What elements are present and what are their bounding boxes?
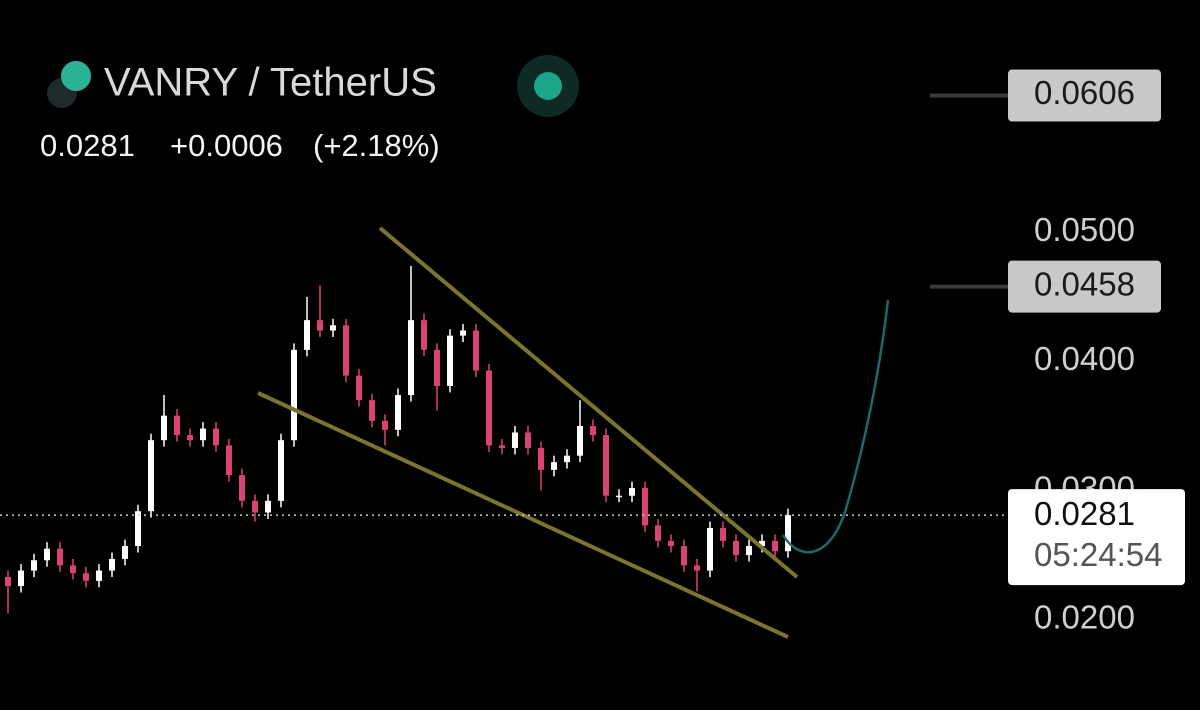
candle-body: [512, 432, 518, 448]
candle-body: [590, 426, 596, 436]
candle-body: [200, 428, 206, 441]
level-label: 0.0606: [1034, 74, 1135, 111]
candle-body: [473, 330, 479, 371]
candle-body: [109, 558, 115, 571]
candle-body: [603, 435, 609, 496]
last-price-label: 0.0281: [1034, 495, 1135, 532]
symbol-title: VANRY / TetherUS: [104, 61, 437, 105]
candle-body: [70, 565, 76, 574]
candle-body: [369, 400, 375, 421]
candle-body: [733, 540, 739, 556]
candle-body: [213, 428, 219, 446]
candle-body: [174, 415, 180, 436]
candle-body: [382, 420, 388, 430]
trend-line-upper: [378, 226, 799, 579]
candle-body: [18, 570, 24, 587]
plot: [5, 265, 791, 614]
candle-body: [655, 525, 661, 541]
candle-body: [395, 395, 401, 430]
candle-body: [759, 540, 765, 547]
candle-body: [44, 548, 50, 561]
candle-body: [551, 462, 557, 470]
candle-body: [57, 548, 63, 566]
candle-body: [486, 370, 492, 446]
candle-body: [577, 426, 583, 456]
candle-body: [668, 540, 674, 547]
change: +0.0006: [170, 128, 283, 163]
candle-body: [265, 500, 271, 513]
candle-body: [421, 320, 427, 350]
level-box: [1008, 260, 1161, 313]
candle-body: [746, 546, 752, 556]
status-dot: [534, 72, 562, 100]
last-price-box: [1008, 489, 1185, 586]
change-percent: (+2.18%): [313, 128, 440, 163]
candle-body: [434, 349, 440, 386]
candle-body: [317, 320, 323, 331]
candle-body: [343, 325, 349, 376]
candle-body: [278, 440, 284, 501]
candle-body: [187, 435, 193, 441]
candle-body: [499, 445, 505, 448]
candle-body: [330, 325, 336, 331]
candle-body: [83, 573, 89, 581]
logo-quote: [61, 61, 91, 91]
candle-body: [31, 560, 37, 571]
candle-body: [785, 515, 791, 552]
candle-body: [122, 546, 128, 559]
candle-body: [304, 320, 310, 350]
candle-body: [447, 335, 453, 386]
candle-body: [720, 527, 726, 541]
candle-body: [161, 415, 167, 441]
candle-body: [460, 330, 466, 336]
candle-body: [252, 500, 258, 513]
candle-body: [408, 320, 414, 396]
overlay: 0.0606 0.0458 0.0281 05:24:54: [0, 69, 1185, 586]
level-label: 0.0458: [1034, 265, 1135, 302]
candle-body: [694, 565, 700, 571]
candle-body: [96, 570, 102, 581]
candle-body: [291, 349, 297, 441]
candle-body: [239, 475, 245, 501]
last-price: 0.0281: [40, 128, 135, 163]
countdown: 05:24:54: [1034, 536, 1162, 573]
y-tick-label: 0.0500: [1034, 211, 1135, 248]
candle-body: [538, 447, 544, 470]
candle-body: [707, 527, 713, 571]
projection-curve: [781, 299, 890, 554]
candle-body: [616, 495, 622, 498]
candle-body: [148, 440, 154, 512]
y-tick-label: 0.0200: [1034, 598, 1135, 635]
level-box: [1008, 69, 1161, 122]
y-tick-label: 0.0400: [1034, 340, 1135, 377]
candle-body: [642, 487, 648, 526]
candle-body: [356, 375, 362, 401]
candle-body: [5, 577, 11, 587]
candle-body: [525, 432, 531, 448]
candle-body: [226, 445, 232, 476]
candle-body: [135, 511, 141, 547]
candle-body: [564, 455, 570, 463]
candle-body: [681, 546, 687, 566]
candle-body: [629, 487, 635, 496]
candle-body: [772, 540, 778, 552]
